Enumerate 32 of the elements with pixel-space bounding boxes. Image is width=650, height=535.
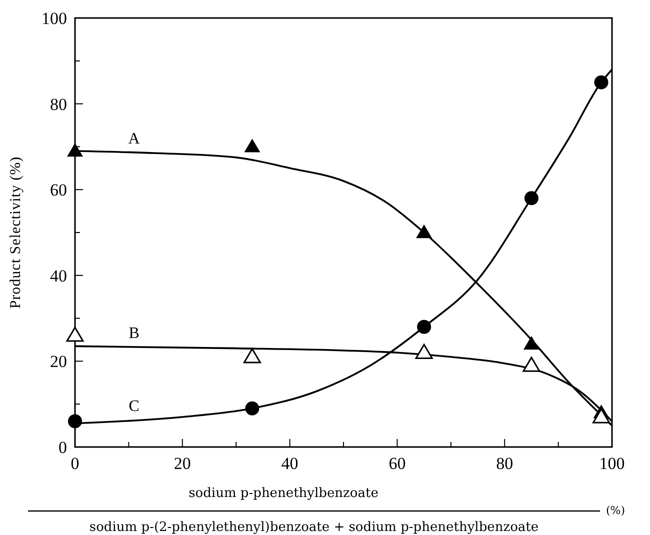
text: (%) bbox=[606, 504, 626, 517]
x-tick-label: 80 bbox=[496, 454, 514, 473]
y-tick-label: 100 bbox=[42, 9, 67, 28]
text: sodium p-(2-phenylethenyl)benzoate + sodium p-phenethylbenzoate bbox=[89, 520, 539, 535]
point bbox=[522, 356, 540, 372]
x-tick-label: 20 bbox=[174, 454, 191, 473]
point bbox=[66, 326, 84, 342]
point bbox=[67, 142, 83, 157]
x-axis-title: sodium p-phenethylbenzoate bbox=[188, 486, 379, 501]
x-tick-label: 0 bbox=[70, 454, 80, 473]
x-tick-label: 60 bbox=[388, 454, 406, 473]
y-tick-label: 20 bbox=[50, 352, 67, 372]
y-tick-label: 80 bbox=[50, 94, 67, 114]
point bbox=[594, 75, 608, 90]
point bbox=[523, 336, 540, 350]
series-label: B bbox=[128, 324, 140, 342]
point bbox=[243, 348, 261, 364]
point bbox=[415, 344, 433, 359]
series-label: A bbox=[128, 130, 140, 148]
point bbox=[416, 224, 432, 238]
y-tick-label: 40 bbox=[50, 266, 67, 286]
point bbox=[244, 138, 260, 152]
x-tick-label: 100 bbox=[599, 454, 625, 473]
point bbox=[524, 191, 538, 206]
y-tick-label: 60 bbox=[50, 180, 67, 200]
point bbox=[245, 401, 260, 416]
series-label: C bbox=[128, 398, 140, 415]
point bbox=[68, 414, 82, 428]
point bbox=[417, 320, 432, 334]
y-axis-title: Product Selectivity (%) bbox=[8, 156, 24, 309]
x-tick-label: 40 bbox=[281, 454, 298, 473]
y-tick-label: 0 bbox=[58, 438, 67, 457]
